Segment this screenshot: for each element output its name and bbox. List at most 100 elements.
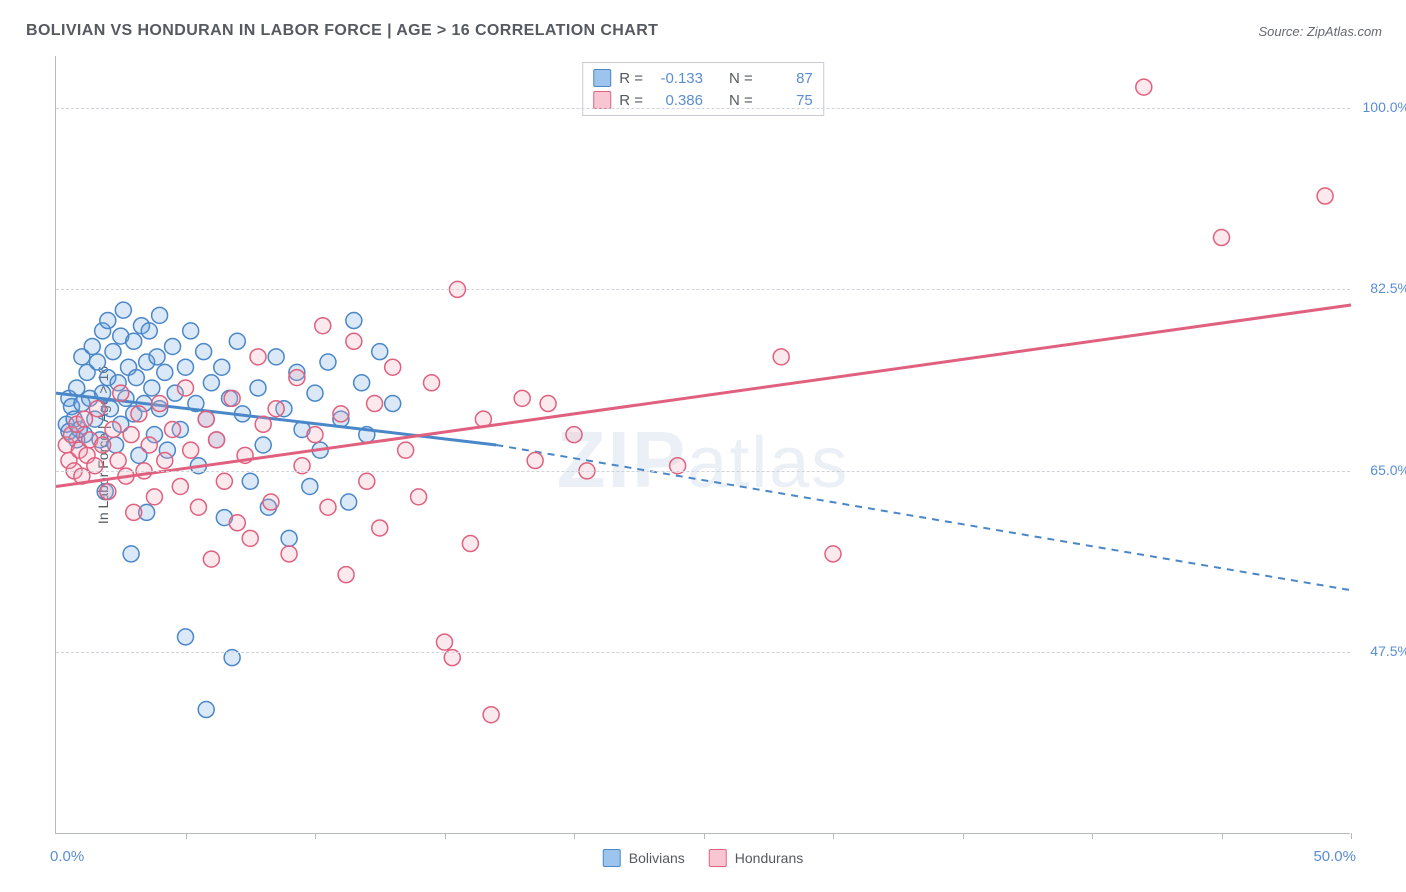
scatter-point xyxy=(229,333,245,349)
scatter-point xyxy=(126,333,142,349)
legend-swatch-hondurans xyxy=(709,849,727,867)
scatter-point xyxy=(95,437,111,453)
scatter-point xyxy=(209,432,225,448)
grid-line xyxy=(56,471,1350,472)
scatter-point xyxy=(198,411,214,427)
scatter-point xyxy=(216,473,232,489)
scatter-point xyxy=(229,515,245,531)
scatter-point xyxy=(178,380,194,396)
chart-svg xyxy=(56,56,1350,833)
scatter-point xyxy=(203,551,219,567)
y-tick-label: 65.0% xyxy=(1370,462,1406,478)
scatter-point xyxy=(315,318,331,334)
scatter-point xyxy=(183,442,199,458)
scatter-point xyxy=(346,333,362,349)
scatter-point xyxy=(141,437,157,453)
scatter-point xyxy=(424,375,440,391)
scatter-point xyxy=(131,406,147,422)
stat-n-val-1: 75 xyxy=(761,92,813,109)
scatter-point xyxy=(255,416,271,432)
scatter-point xyxy=(178,629,194,645)
x-tick xyxy=(445,833,446,839)
y-tick-label: 100.0% xyxy=(1363,99,1406,115)
scatter-point xyxy=(385,396,401,412)
scatter-point xyxy=(89,401,105,417)
scatter-point xyxy=(527,453,543,469)
regression-line-solid xyxy=(56,305,1351,487)
scatter-point xyxy=(196,344,212,360)
scatter-point xyxy=(289,370,305,386)
scatter-point xyxy=(157,364,173,380)
scatter-point xyxy=(100,313,116,329)
x-tick xyxy=(1092,833,1093,839)
scatter-point xyxy=(123,546,139,562)
scatter-point xyxy=(152,307,168,323)
scatter-point xyxy=(359,473,375,489)
scatter-point xyxy=(146,489,162,505)
scatter-point xyxy=(302,478,318,494)
x-label-max: 50.0% xyxy=(1313,848,1356,865)
scatter-point xyxy=(110,453,126,469)
scatter-point xyxy=(242,473,258,489)
scatter-point xyxy=(214,359,230,375)
scatter-point xyxy=(242,530,258,546)
stat-r-val-0: -0.133 xyxy=(651,70,703,87)
scatter-point xyxy=(89,354,105,370)
scatter-point xyxy=(224,390,240,406)
scatter-point xyxy=(165,338,181,354)
scatter-point xyxy=(149,349,165,365)
scatter-point xyxy=(203,375,219,391)
scatter-point xyxy=(141,323,157,339)
chart-title: BOLIVIAN VS HONDURAN IN LABOR FORCE | AG… xyxy=(26,22,658,40)
y-tick-label: 47.5% xyxy=(1370,643,1406,659)
scatter-point xyxy=(320,354,336,370)
scatter-point xyxy=(825,546,841,562)
scatter-point xyxy=(354,375,370,391)
scatter-point xyxy=(346,313,362,329)
scatter-point xyxy=(462,536,478,552)
stats-row: R = -0.133 N = 87 xyxy=(593,67,813,89)
scatter-point xyxy=(178,359,194,375)
scatter-point xyxy=(281,530,297,546)
scatter-point xyxy=(128,370,144,386)
bottom-legend: Bolivians Hondurans xyxy=(603,849,804,867)
scatter-point xyxy=(307,427,323,443)
scatter-point xyxy=(333,406,349,422)
scatter-point xyxy=(100,484,116,500)
stat-r-label: R = xyxy=(619,70,643,87)
scatter-point xyxy=(250,349,266,365)
stat-r-val-1: 0.386 xyxy=(651,92,703,109)
scatter-point xyxy=(372,520,388,536)
scatter-point xyxy=(307,385,323,401)
scatter-point xyxy=(398,442,414,458)
scatter-point xyxy=(250,380,266,396)
x-tick xyxy=(963,833,964,839)
scatter-point xyxy=(514,390,530,406)
x-label-min: 0.0% xyxy=(50,848,84,865)
scatter-point xyxy=(126,504,142,520)
legend-item: Bolivians xyxy=(603,849,685,867)
scatter-point xyxy=(281,546,297,562)
scatter-point xyxy=(115,302,131,318)
regression-line-dashed xyxy=(496,445,1351,590)
source-attribution: Source: ZipAtlas.com xyxy=(1258,24,1382,39)
scatter-point xyxy=(566,427,582,443)
scatter-point xyxy=(372,344,388,360)
scatter-point xyxy=(105,421,121,437)
scatter-point xyxy=(105,344,121,360)
scatter-point xyxy=(152,396,168,412)
scatter-point xyxy=(268,349,284,365)
x-tick xyxy=(186,833,187,839)
scatter-point xyxy=(198,702,214,718)
legend-label: Bolivians xyxy=(629,850,685,866)
x-tick xyxy=(1222,833,1223,839)
scatter-point xyxy=(268,401,284,417)
scatter-point xyxy=(172,478,188,494)
scatter-point xyxy=(190,499,206,515)
plot-area: In Labor Force | Age > 16 ZIPatlas R = -… xyxy=(55,56,1350,834)
stat-n-label: N = xyxy=(729,70,753,87)
scatter-point xyxy=(255,437,271,453)
scatter-point xyxy=(1214,230,1230,246)
swatch-pink xyxy=(593,91,611,109)
scatter-point xyxy=(483,707,499,723)
